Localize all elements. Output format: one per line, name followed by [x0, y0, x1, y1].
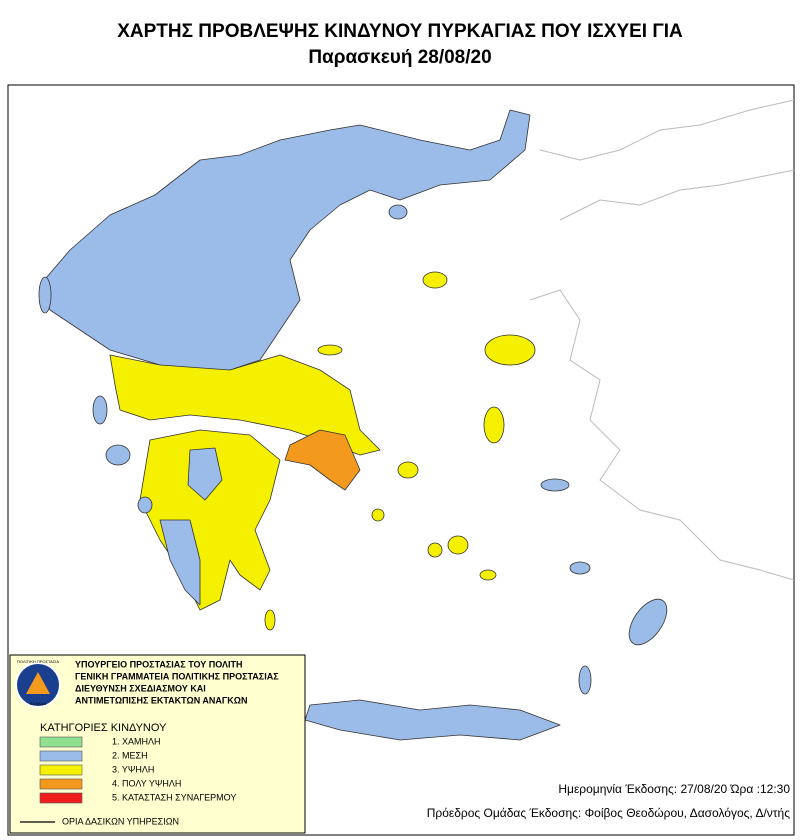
legend-panel: ΠΟΛΙΤΙΚΗ ΠΡΟΣΤΑΣΙΑ ΕΛΛΑΔΑ ΥΠΟΥΡΓΕΙΟ ΠΡΟΣ… [9, 654, 306, 834]
island-limnos [422, 271, 448, 289]
legend-swatch [39, 792, 83, 804]
region-arcadia [187, 447, 223, 501]
turkey-coast [529, 99, 795, 581]
region-peloponnese [139, 429, 281, 611]
island-zakynthos [137, 496, 153, 514]
agency-line: ΔΙΕΥΘΥΝΣΗ ΣΧΕΔΙΑΣΜΟΥ ΚΑΙ [75, 683, 206, 693]
region-messinia [159, 519, 201, 606]
island-rhodes [628, 598, 668, 646]
subtitle: Παρασκευή 28/08/20 [308, 47, 491, 68]
island-naxos [447, 535, 469, 555]
island-thasos [388, 204, 408, 220]
region-central [109, 354, 381, 456]
title: ΧΑΡΤΗΣ ΠΡΟΒΛΕΨΗΣ ΚΙΝΔΥΝΟΥ ΠΥΡΚΑΓΙΑΣ ΠΟΥ … [117, 21, 683, 42]
legend-label: 1. ΧΑΜΗΛΗ [112, 736, 161, 746]
island-andros [397, 461, 419, 479]
agency-line: ΑΝΤΙΜΕΤΩΠΙΣΗΣ ΕΚΤΑΚΤΩΝ ΑΝΑΓΚΩΝ [75, 695, 248, 705]
author: Πρόεδρος Ομάδας Έκδοσης: Φοίβος Θεοδώρου… [427, 806, 790, 820]
island-sporades [317, 344, 343, 356]
legend-swatch [39, 764, 83, 776]
island-karpathos [578, 665, 592, 695]
issue-date: Ημερομηνία Έκδοσης: 27/08/20 Ώρα :12:30 [558, 782, 790, 796]
island-lefkada [92, 395, 108, 425]
logo-top: ΠΟΛΙΤΙΚΗ ΠΡΟΣΤΑΣΙΑ [17, 659, 59, 664]
region-attica [284, 429, 361, 491]
boundary-label: ΟΡΙΑ ΔΑΣΙΚΩΝ ΥΠΗΡΕΣΙΩΝ [62, 816, 179, 826]
island-corfu [38, 276, 52, 314]
legend-items: 1. ΧΑΜΗΛΗ 2. ΜΕΣΗ 3. ΥΨΗΛΗ 4. ΠΟΛΥ ΥΨΗΛΗ 5. … [39, 736, 236, 804]
agency-line: ΓΕΝΙΚΗ ΓΡΑΜΜΑΤΕΙΑ ΠΟΛΙΤΙΚΗΣ ΠΡΟΣΤΑΣΙΑΣ [75, 671, 279, 681]
logo-bottom: ΕΛΛΑΔΑ [30, 701, 46, 706]
island-syros [371, 508, 385, 522]
island-lesvos [484, 334, 536, 366]
legend-label: 5. ΚΑΤΑΣΤΑΣΗ ΣΥΝΑΓΕΡΜΟΥ [112, 792, 236, 802]
region-crete [304, 699, 561, 741]
legend-swatch [39, 736, 83, 748]
legend-label: 3. ΥΨΗΛΗ [112, 764, 154, 774]
legend-swatch [39, 750, 83, 762]
island-kefalonia [105, 444, 131, 466]
legend-label: 4. ΠΟΛΥ ΥΨΗΛΗ [112, 778, 181, 788]
map [38, 109, 668, 741]
legend-label: 2. ΜΕΣΗ [112, 750, 148, 760]
logo-triangle [26, 672, 50, 694]
island-samos [540, 478, 570, 492]
island-amorgos [479, 569, 497, 581]
island-kos [569, 561, 591, 575]
island-paros [427, 542, 443, 558]
island-chios [483, 406, 505, 444]
island-kythira [264, 609, 276, 631]
agency-line: ΥΠΟΥΡΓΕΙΟ ΠΡΟΣΤΑΣΙΑΣ ΤΟΥ ΠΟΛΙΤΗ [75, 659, 243, 669]
legend-title: ΚΑΤΗΓΟΡΙΕΣ ΚΙΝΔΥΝΟΥ [40, 722, 167, 734]
legend-swatch [39, 778, 83, 790]
